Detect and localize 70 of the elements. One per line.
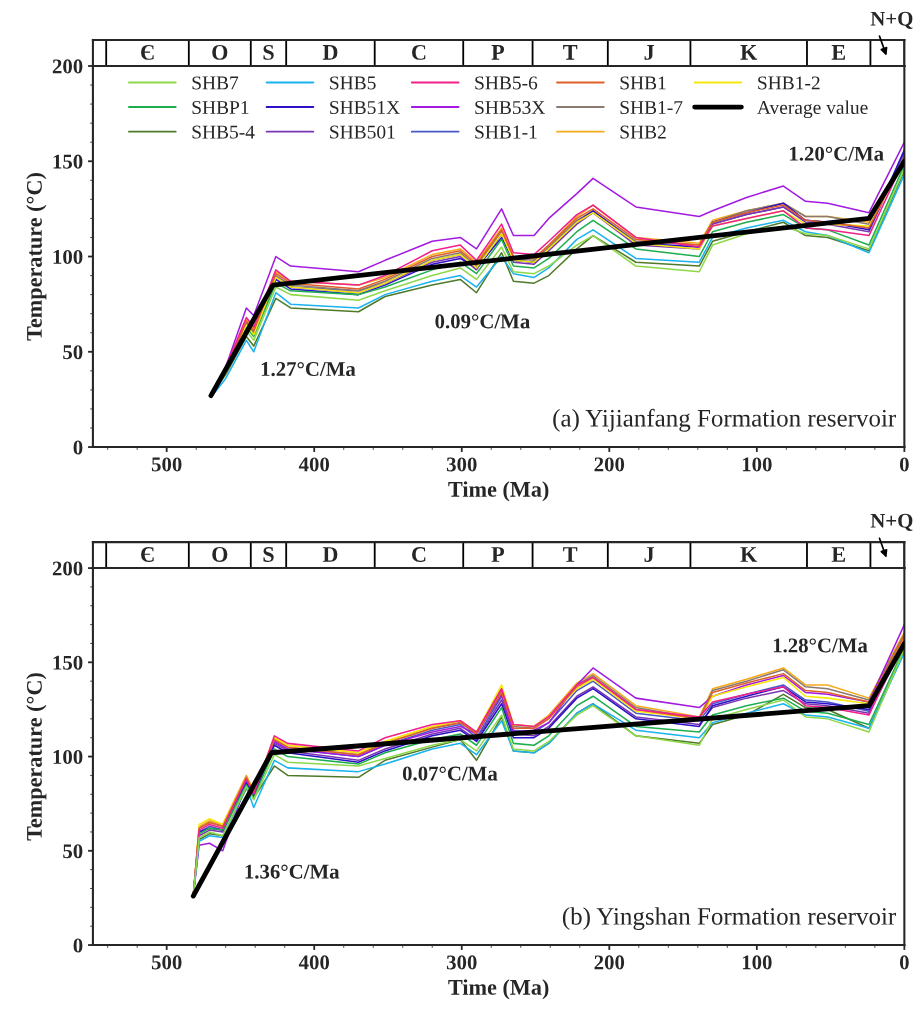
text: K [740,547,758,562]
text: J [644,45,655,60]
y-tick-label: 50 [63,345,83,360]
legend-label: SHBP1 [192,101,249,115]
annotation: 1.28°C/Ma [773,638,868,653]
x-tick-label: 500 [151,457,182,472]
text: C [412,547,426,562]
legend-label: SHB5 [330,76,376,90]
x-tick-label: 100 [742,457,772,472]
y-tick-label: 100 [53,749,83,764]
x-tick-label: 0 [899,457,909,472]
x-tick-label: 400 [298,457,330,472]
x-tick-label: 200 [594,457,625,472]
legend-label: SHB1-1 [475,125,537,139]
y-tick-label: 200 [52,561,83,576]
y-tick-label: 200 [52,59,83,74]
text: T [563,45,578,60]
legend-label: SHB2 [620,125,666,139]
text: Є [141,547,154,562]
text: O [212,44,228,60]
text: E [831,45,845,60]
text: (b) Yingshan Formation reservoir [562,907,897,930]
x-tick-label: 100 [742,955,772,970]
annotation: 0.09°C/Ma [435,314,530,329]
legend-label: SHB1-7 [620,101,683,115]
legend-label: SHB7 [192,76,239,90]
annotation: 1.36°C/Ma [245,864,340,879]
text: P [491,45,505,60]
text: T [563,547,578,562]
x-tick-label: 300 [446,457,477,472]
legend-label: SHB51X [330,101,400,115]
annotation: 0.07°C/Ma [402,766,498,781]
x-tick-label: 400 [298,955,330,970]
legend-label: SHB5-4 [192,125,255,139]
text: N+Q [870,513,913,531]
y-tick-label: 100 [53,249,83,264]
y-tick-label: 150 [53,154,83,169]
legend-label: Average value [757,100,868,119]
x-axis-title: Time (Ma) [448,979,549,1000]
text: C [412,44,426,60]
annotation: 1.27°C/Ma [261,361,356,377]
y-tick-label: 50 [63,844,83,859]
y-tick-label: 0 [73,938,83,953]
text: N+Q [870,11,913,29]
x-tick-label: 0 [899,955,909,970]
x-tick-label: 200 [594,955,625,970]
text: E [831,547,845,562]
text: D [322,547,338,562]
legend-label: SHB501 [330,125,395,139]
text: Є [141,44,154,60]
annotation: 1.20°C/Ma [790,146,884,161]
x-tick-label: 500 [151,955,182,970]
legend-label: SHB1 [620,76,666,90]
y-tick-label: 0 [73,440,83,455]
text: P [491,547,505,562]
text: S [263,44,274,60]
x-tick-label: 300 [446,955,477,970]
text: S [263,547,274,562]
text: J [644,547,655,562]
legend-label: SHB1-2 [758,76,820,90]
text: D [322,45,338,60]
x-axis-title: Time (Ma) [448,481,549,502]
text: O [212,547,228,562]
y-axis-title: Temperature (°C) [26,673,47,841]
text: K [740,45,758,60]
legend-label: SHB5-6 [475,76,538,90]
legend-label: SHB53X [475,101,546,115]
y-tick-label: 150 [53,655,83,670]
y-axis-title: Temperature (°C) [26,173,47,341]
text: (a) Yijianfang Formation reservoir [553,408,897,432]
